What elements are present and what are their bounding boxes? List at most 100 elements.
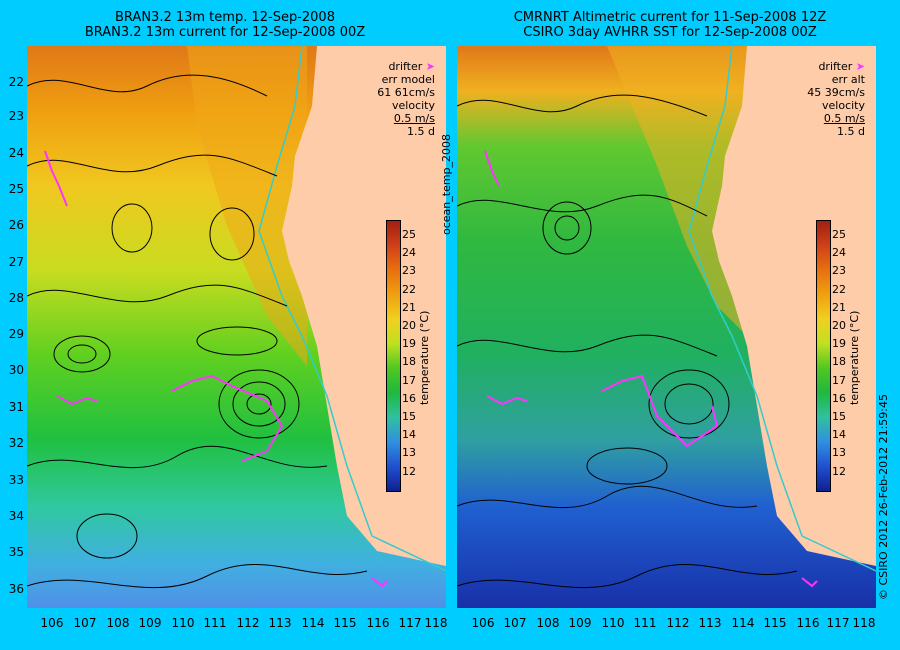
left-map	[27, 46, 446, 608]
lat-label-30: 30	[8, 363, 24, 377]
left-legend-scale: 0.5 m/s	[393, 112, 435, 125]
colorbar-tick-17: 17	[402, 373, 416, 387]
right-lon-label-108: 108	[536, 616, 560, 630]
left-legend-drifter: drifter ➤	[388, 60, 435, 73]
right-legend-velocity: velocity	[822, 99, 865, 112]
right-map-panel	[457, 46, 876, 608]
right-colorbar-label: temperature (°C)	[848, 310, 861, 405]
left-colorbar	[386, 220, 401, 492]
right-warm-tongue	[607, 46, 757, 346]
lat-label-32: 32	[8, 436, 24, 450]
colorbar-tick-19: 19	[402, 337, 416, 351]
colorbar-tick-12: 12	[832, 464, 846, 478]
lat-label-22: 22	[8, 75, 24, 89]
right-title: CMRNRT Altimetric current for 11-Sep-200…	[470, 10, 870, 40]
colorbar-tick-21: 21	[402, 300, 416, 314]
colorbar-tick-18: 18	[832, 355, 846, 369]
left-colorbar-label: temperature (°C)	[418, 310, 431, 405]
colorbar-tick-24: 24	[832, 246, 846, 260]
left-legend: drifter ➤ err model 61 61cm/s velocity 0…	[355, 60, 435, 138]
colorbar-tick-13: 13	[402, 446, 416, 460]
colorbar-tick-23: 23	[832, 264, 846, 278]
left-legend-err: err model	[381, 73, 435, 86]
right-lon-label-117: 117	[826, 616, 850, 630]
colorbar-tick-17: 17	[832, 373, 846, 387]
colorbar-tick-15: 15	[402, 410, 416, 423]
right-legend-days: 1.5 d	[837, 125, 865, 138]
colorbar-tick-18: 18	[402, 355, 416, 369]
colorbar-tick-15: 15	[832, 410, 846, 423]
drifter-arrow-icon: ➤	[425, 60, 435, 73]
left-title: BRAN3.2 13m temp. 12-Sep-2008 BRAN3.2 13…	[60, 10, 390, 40]
colorbar-tick-25: 25	[402, 228, 416, 241]
lat-label-36: 36	[8, 582, 24, 596]
right-legend-drifter: drifter ➤	[818, 60, 865, 73]
lat-label-27: 27	[8, 255, 24, 269]
colorbar-tick-19: 19	[832, 337, 846, 351]
lat-label-25: 25	[8, 182, 24, 196]
left-warm-tongue	[187, 46, 307, 366]
left-legend-velocity: velocity	[392, 99, 435, 112]
colorbar-tick-23: 23	[402, 264, 416, 278]
left-lon-label-114: 114	[301, 616, 325, 630]
lat-label-29: 29	[8, 327, 24, 341]
right-colorbar	[816, 220, 831, 492]
left-eddies	[27, 74, 368, 589]
left-lon-label-110: 110	[171, 616, 195, 630]
left-lon-label-106: 106	[40, 616, 64, 630]
right-lon-label-112: 112	[666, 616, 690, 630]
colorbar-tick-21: 21	[832, 300, 846, 314]
lat-label-24: 24	[8, 146, 24, 160]
colorbar-tick-14: 14	[402, 428, 416, 442]
colorbar-tick-13: 13	[832, 446, 846, 460]
colorbar-tick-16: 16	[832, 391, 846, 405]
right-lon-label-113: 113	[698, 616, 722, 630]
side-label: ocean_temp_2008	[440, 133, 453, 235]
left-title-line1: BRAN3.2 13m temp. 12-Sep-2008	[115, 10, 335, 25]
right-legend-err: err alt	[831, 73, 865, 86]
lat-label-26: 26	[8, 218, 24, 232]
right-eddies	[457, 94, 798, 589]
lat-label-31: 31	[8, 400, 24, 414]
right-land	[712, 46, 876, 566]
right-lon-label-111: 111	[633, 616, 657, 630]
right-lon-label-109: 109	[568, 616, 592, 630]
lat-label-34: 34	[8, 509, 24, 523]
right-title-line2: CSIRO 3day AVHRR SST for 12-Sep-2008 00Z	[523, 25, 817, 40]
left-legend-days: 1.5 d	[407, 125, 435, 138]
right-lon-label-118: 118	[852, 616, 876, 630]
right-lon-label-106: 106	[471, 616, 495, 630]
left-lon-label-109: 109	[138, 616, 162, 630]
right-lon-label-114: 114	[731, 616, 755, 630]
colorbar-tick-14: 14	[832, 428, 846, 442]
colorbar-tick-22: 22	[832, 282, 846, 296]
colorbar-tick-12: 12	[402, 464, 416, 478]
right-lon-label-116: 116	[796, 616, 820, 630]
colorbar-tick-20: 20	[832, 319, 846, 332]
right-legend-err-value: 45 39cm/s	[807, 86, 865, 99]
colorbar-tick-24: 24	[402, 246, 416, 260]
left-lon-label-116: 116	[366, 616, 390, 630]
colorbar-tick-22: 22	[402, 282, 416, 296]
right-drifter-tracks	[484, 150, 818, 588]
left-lon-label-111: 111	[203, 616, 227, 630]
left-lon-label-107: 107	[73, 616, 97, 630]
left-lon-label-118: 118	[424, 616, 448, 630]
left-map-panel	[27, 46, 446, 608]
colorbar-tick-25: 25	[832, 228, 846, 241]
lat-label-33: 33	[8, 473, 24, 487]
right-lon-label-110: 110	[601, 616, 625, 630]
right-legend: drifter ➤ err alt 45 39cm/s velocity 0.5…	[785, 60, 865, 138]
left-drifter-tracks	[44, 150, 388, 588]
left-land	[282, 46, 446, 566]
drifter-arrow-icon: ➤	[855, 60, 865, 73]
right-title-line1: CMRNRT Altimetric current for 11-Sep-200…	[513, 10, 827, 25]
left-title-line2: BRAN3.2 13m current for 12-Sep-2008 00Z	[84, 25, 366, 40]
lat-label-28: 28	[8, 291, 24, 305]
credit-label: © CSIRO 2012 26-Feb-2012 21:59:45	[877, 394, 890, 600]
lat-label-35: 35	[8, 545, 24, 559]
left-lon-label-117: 117	[398, 616, 422, 630]
right-coastline	[688, 46, 876, 572]
left-lon-label-113: 113	[268, 616, 292, 630]
colorbar-tick-16: 16	[402, 391, 416, 405]
